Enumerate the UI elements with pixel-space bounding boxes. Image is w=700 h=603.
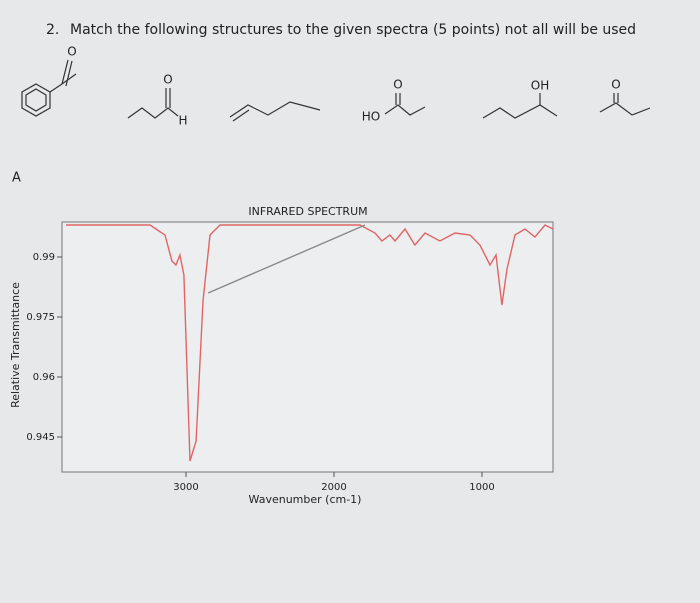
structures: O O H O HO OH O <box>21 45 651 128</box>
y-tick-label: 0.99 <box>33 252 55 263</box>
bond <box>384 104 426 116</box>
atom-label: OH <box>531 79 549 93</box>
atom-label: O <box>67 45 76 59</box>
bond <box>229 101 321 118</box>
spectrum-label: A <box>12 171 21 186</box>
benzene-inner <box>25 88 47 112</box>
plot-frame <box>61 221 554 473</box>
question-number: 2. <box>46 22 59 38</box>
x-axis-label: Wavenumber (cm-1) <box>249 493 362 506</box>
y-tick-label: 0.975 <box>26 312 55 323</box>
atom-label: O <box>611 78 620 92</box>
x-tick-label: 1000 <box>469 482 494 493</box>
bond <box>127 107 179 119</box>
x-tick-label: 2000 <box>321 482 346 493</box>
spectrum-line <box>207 224 366 294</box>
atom-label: O <box>163 73 172 87</box>
bond <box>599 102 651 116</box>
x-tick-label: 3000 <box>173 482 198 493</box>
atom-label: O <box>393 78 402 92</box>
chart-title: INFRARED SPECTRUM <box>248 205 367 218</box>
y-tick-label: 0.96 <box>33 372 55 383</box>
atom-label: H <box>178 114 187 128</box>
question-text: Match the following structures to the gi… <box>70 22 636 38</box>
spectrum-line <box>66 224 554 462</box>
bond <box>232 109 250 122</box>
bond <box>65 60 73 87</box>
y-axis-label: Relative Transmittance <box>9 282 22 408</box>
bond <box>482 104 558 119</box>
y-tick-label: 0.945 <box>26 432 55 443</box>
bond <box>61 59 69 85</box>
atom-label: HO <box>362 110 380 124</box>
